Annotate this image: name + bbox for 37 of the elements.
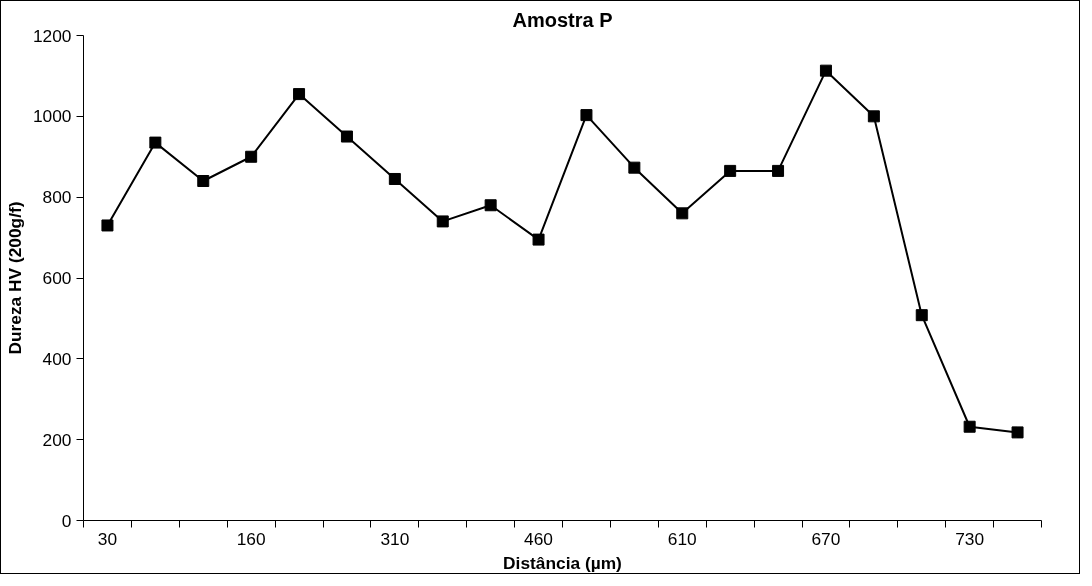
y-tick-label: 600 (42, 268, 72, 288)
x-axis-title: Distância (µm) (503, 552, 622, 573)
y-axis-title: Dureza HV (200g/f) (4, 201, 25, 355)
point (724, 164, 737, 177)
point (245, 150, 258, 163)
point (580, 109, 593, 122)
point (915, 309, 928, 322)
x-tick-label: 730 (955, 528, 985, 549)
x-tick-label: 610 (667, 528, 697, 549)
point (963, 420, 976, 433)
y-tick-label: 1000 (32, 106, 72, 127)
point (197, 175, 210, 187)
point (149, 136, 162, 149)
point (772, 164, 785, 177)
point (388, 172, 401, 185)
point (867, 110, 880, 123)
point (628, 161, 641, 174)
point (101, 219, 114, 232)
point (340, 130, 353, 143)
y-tick-label: 200 (42, 429, 72, 450)
x-tick-label: 310 (380, 528, 410, 549)
x-tick-label: 160 (236, 528, 266, 549)
x-tick-label: 460 (524, 528, 554, 549)
point (532, 233, 545, 246)
x-tick-label: 30 (97, 528, 118, 549)
point (819, 64, 832, 77)
y-tick-label: 400 (42, 348, 72, 369)
x-tick-label: 670 (811, 528, 841, 549)
point (676, 207, 689, 220)
point (484, 199, 497, 212)
point (1011, 426, 1024, 439)
y-tick-label: 1200 (32, 25, 72, 46)
point (293, 88, 306, 101)
y-tick-label: 0 (61, 510, 72, 531)
chart-title: Amostra P (512, 8, 613, 31)
y-tick-label: 800 (42, 187, 72, 208)
point (436, 215, 449, 228)
